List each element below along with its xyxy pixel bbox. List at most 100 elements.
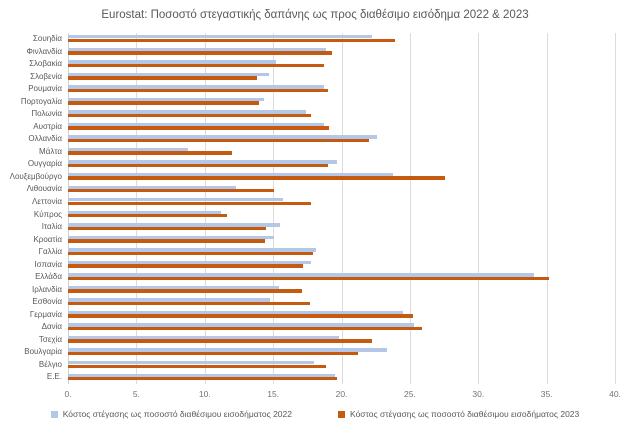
category-label: Λιθουανία: [26, 184, 62, 194]
bar-2023: [68, 314, 413, 318]
bar-2022: [68, 135, 378, 139]
category-label: Τσεχία: [38, 334, 62, 344]
category-label: Λουξεμβούργο: [9, 171, 62, 181]
bar-2022: [68, 285, 279, 290]
bar-2023: [68, 138, 369, 143]
bar-2022: [68, 273, 535, 277]
bar-2023: [68, 226, 267, 231]
legend-swatch-icon: [50, 410, 58, 418]
bar-2022: [68, 335, 339, 340]
legend-item-2022: Κόστος στέγασης ως ποσοστό διαθέσιμου ει…: [50, 409, 292, 419]
bar-2022: [68, 210, 222, 214]
bar-2023: [68, 151, 233, 155]
plot-area: [68, 33, 616, 384]
category-label: Ελλάδα: [35, 272, 62, 282]
bar-2022: [68, 47, 327, 52]
category-label: Γερμανία: [29, 309, 62, 319]
legend-swatch-icon: [338, 410, 345, 418]
category-label: Αυστρία: [33, 121, 62, 131]
y-axis-line: [68, 33, 69, 384]
x-tick-label: 40.: [609, 389, 621, 399]
category-label: Κύπρος: [33, 209, 62, 219]
category-label: Ρουμανία: [28, 84, 62, 94]
bar-2022: [68, 72, 270, 77]
bar-2022: [68, 97, 264, 102]
category-label: Ουγγαρία: [27, 159, 62, 169]
gridline: [204, 33, 206, 384]
category-label: Ισπανία: [34, 259, 62, 269]
category-label: Κροατία: [33, 234, 62, 244]
legend-label: Κόστος στέγασης ως ποσοστό διαθέσιμου ει…: [350, 409, 580, 419]
category-label: Ιταλία: [41, 222, 62, 232]
bar-2023: [68, 63, 324, 68]
bar-2022: [68, 298, 271, 302]
x-tick-label: 5.: [132, 389, 140, 399]
bar-2023: [68, 88, 328, 93]
bar-2023: [68, 38, 395, 42]
category-label: Μάλτα: [39, 146, 62, 156]
bar-2022: [68, 60, 276, 64]
bar-2023: [68, 339, 372, 343]
bar-2023: [68, 264, 304, 268]
gridline: [478, 33, 480, 384]
bar-2022: [68, 310, 404, 315]
gridline: [615, 33, 616, 384]
bar-2023: [68, 276, 550, 281]
bar-2023: [68, 214, 227, 218]
bar-2022: [68, 110, 306, 114]
bar-2022: [68, 172, 394, 177]
bar-2023: [68, 239, 265, 243]
bar-2022: [68, 248, 316, 252]
bar-2023: [68, 176, 446, 180]
category-label: Ιρλανδία: [32, 284, 62, 294]
gridline: [341, 33, 343, 384]
bar-2022: [68, 85, 324, 89]
x-tick-label: 25.: [403, 389, 416, 399]
gridline: [136, 33, 138, 384]
bar-2022: [68, 147, 189, 152]
bar-2023: [68, 189, 275, 193]
category-label: Πορτογαλία: [20, 96, 62, 106]
gridline: [546, 33, 548, 384]
legend-item-2023: Κόστος στέγασης ως ποσοστό διαθέσιμου ει…: [338, 409, 579, 419]
bar-2023: [68, 113, 312, 118]
category-label: Βουλγαρία: [24, 347, 62, 357]
bar-2023: [68, 289, 302, 293]
bar-2022: [68, 35, 372, 39]
category-label: Σλοβακία: [29, 59, 62, 69]
category-label: Φινλανδία: [26, 46, 62, 56]
x-tick-label: 30.: [472, 389, 485, 399]
bar-2023: [68, 351, 358, 356]
bar-2022: [68, 223, 280, 227]
bar-2022: [68, 198, 283, 202]
legend-label: Κόστος στέγασης ως ποσοστό διαθέσιμου ει…: [62, 409, 292, 419]
category-label: Ε.Ε.: [46, 372, 62, 382]
bar-2023: [68, 301, 311, 306]
chart-title: Eurostat: Ποσοστό στεγαστικής δαπάνης ως…: [101, 9, 529, 21]
bar-2023: [68, 126, 330, 130]
category-label: Βέλγιο: [38, 359, 62, 369]
bar-2022: [68, 323, 414, 327]
x-tick-label: 0.: [64, 389, 72, 399]
bar-2022: [68, 160, 338, 164]
bar-2022: [68, 122, 324, 127]
category-label: Δανία: [41, 322, 62, 332]
gridline: [273, 33, 275, 384]
bar-2023: [68, 76, 257, 80]
bar-2022: [68, 348, 387, 352]
bar-2023: [68, 201, 312, 205]
bar-2023: [68, 377, 338, 381]
category-label: Πολωνία: [31, 109, 62, 119]
category-label: Λεττονία: [32, 196, 62, 206]
x-tick-label: 35.: [540, 389, 553, 399]
gridline: [409, 33, 411, 384]
bar-2022: [68, 260, 312, 265]
bar-2022: [68, 373, 335, 377]
legend: Κόστος στέγασης ως ποσοστό διαθέσιμου ει…: [0, 409, 630, 419]
bar-2022: [68, 361, 315, 365]
category-label: Εσθονία: [32, 297, 62, 307]
category-label: Σουηδία: [32, 34, 62, 43]
bar-2023: [68, 326, 423, 331]
category-label: Γαλλία: [38, 247, 62, 257]
